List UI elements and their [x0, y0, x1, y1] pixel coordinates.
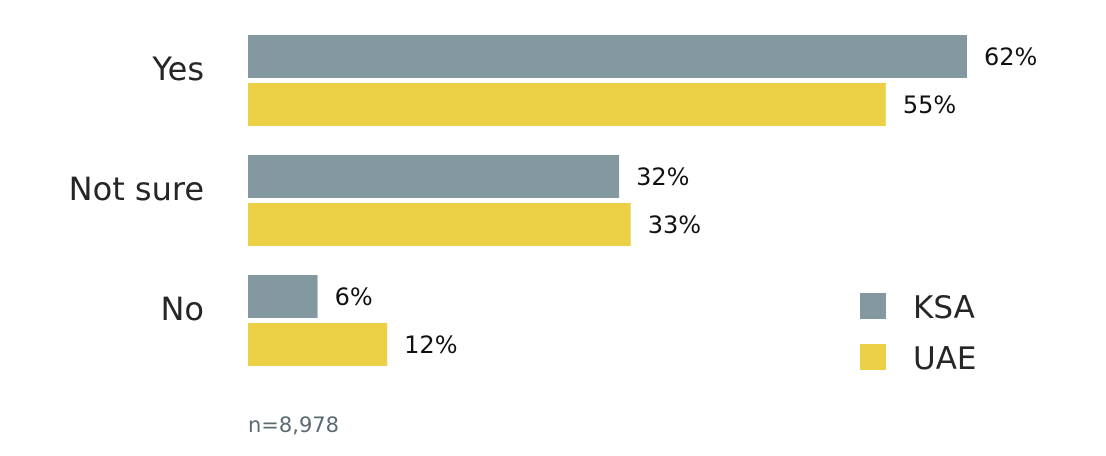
sample-size-note: n=8,978 [248, 413, 339, 437]
bar-ksa-no [248, 275, 318, 318]
category-label-no: No [160, 290, 204, 328]
bar-ksa-yes [248, 35, 967, 78]
bar-uae-yes [248, 83, 886, 126]
value-label-uae-not-sure: 33% [648, 211, 701, 239]
value-label-ksa-no: 6% [335, 283, 373, 311]
value-label-ksa-not-sure: 32% [636, 163, 689, 191]
value-label-uae-yes: 55% [903, 91, 956, 119]
bar-ksa-not-sure [248, 155, 620, 198]
bars [248, 35, 967, 366]
category-labels: Yes Not sure No [69, 50, 204, 328]
category-label-not-sure: Not sure [69, 170, 204, 208]
value-label-uae-no: 12% [404, 331, 457, 359]
bar-uae-no [248, 323, 388, 366]
legend: KSA UAE [860, 290, 976, 377]
legend-swatch-ksa [860, 293, 886, 319]
value-label-ksa-yes: 62% [984, 43, 1037, 71]
category-label-yes: Yes [151, 50, 204, 88]
bar-uae-not-sure [248, 203, 631, 246]
legend-swatch-uae [860, 344, 886, 370]
legend-label-uae: UAE [913, 341, 976, 377]
legend-label-ksa: KSA [913, 290, 975, 326]
value-labels: 62% 55% 32% 33% 6% 12% [335, 43, 1038, 359]
